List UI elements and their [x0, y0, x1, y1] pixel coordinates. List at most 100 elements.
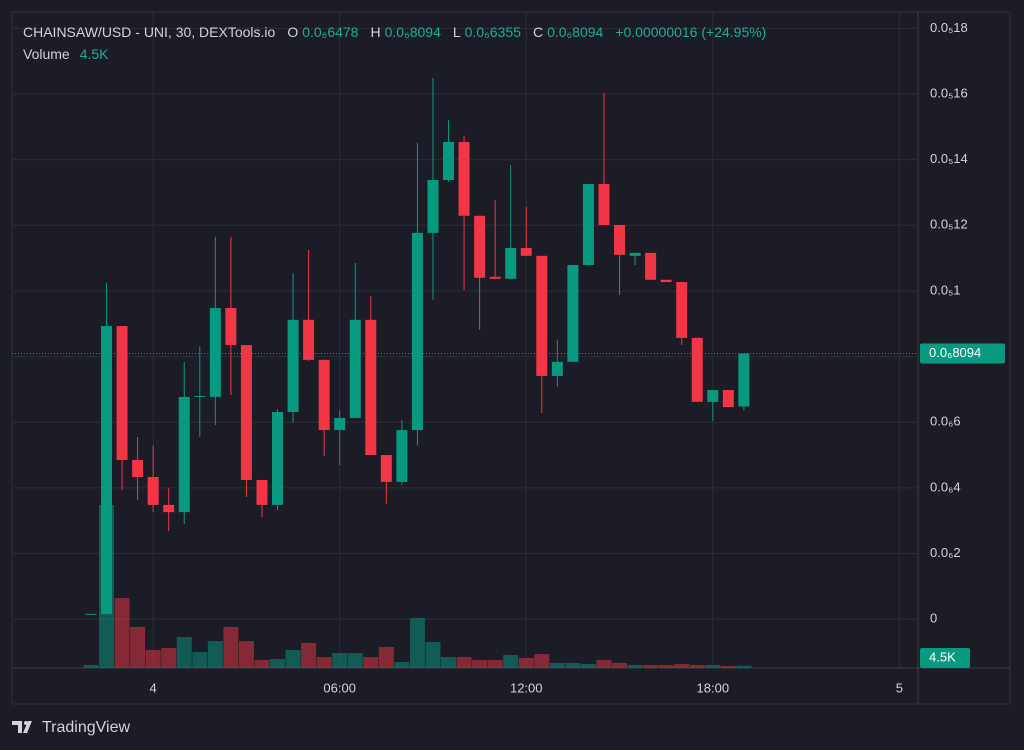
- volume-bar: [674, 664, 690, 668]
- ohlc-key: C: [532, 24, 544, 40]
- candle-body: [365, 319, 377, 456]
- volume-bar: [192, 652, 208, 668]
- ohlc-key: H: [370, 24, 381, 40]
- volume-bar: [487, 660, 503, 668]
- volume-bar: [409, 618, 425, 668]
- candle-body: [458, 141, 470, 216]
- volume-bar: [565, 663, 581, 668]
- y-tick-label: 0.0₅18: [930, 20, 968, 35]
- candle-body: [598, 183, 610, 225]
- volume-bar: [161, 648, 177, 668]
- volume-bar: [518, 658, 534, 668]
- volume-value: 4.5K: [79, 46, 109, 62]
- y-tick-label: 0.0₅14: [930, 151, 968, 166]
- y-tick-label: 0.0₅12: [930, 217, 968, 232]
- last-price-label: 0.0₆8094: [929, 345, 981, 360]
- ohlc-value: 0.0₆6355: [464, 24, 521, 40]
- volume-bar: [534, 654, 550, 668]
- candle-body: [614, 224, 626, 255]
- candle-body: [489, 276, 501, 279]
- volume-bar: [114, 598, 130, 668]
- candle-body: [411, 232, 423, 431]
- volume-bar: [689, 665, 705, 668]
- candle-body: [380, 455, 392, 482]
- candle-body: [101, 326, 113, 615]
- volume-bar: [270, 659, 286, 668]
- candle-body: [396, 430, 408, 482]
- ohlc-key: L: [452, 24, 461, 40]
- ohlc-value: 0.0₆6478: [302, 24, 359, 40]
- candle-body: [629, 252, 641, 256]
- volume-bar: [441, 657, 457, 668]
- y-tick-label: 0.0₆4: [930, 479, 961, 494]
- candle-body: [443, 141, 455, 181]
- volume-bar: [223, 627, 239, 668]
- candle-body: [505, 247, 517, 279]
- candle-body: [427, 180, 439, 233]
- volume-bar: [332, 653, 348, 668]
- ohlc-key: O: [287, 24, 299, 40]
- volume-bar: [83, 665, 99, 668]
- candle-body: [303, 319, 315, 360]
- volume-bar: [503, 655, 519, 668]
- candle-body: [209, 308, 221, 397]
- volume-bar: [238, 641, 254, 668]
- candle-body: [520, 247, 532, 256]
- ohlc-value: 0.0₆8094: [547, 24, 604, 40]
- candle-body: [225, 308, 237, 346]
- y-tick-label: 0: [930, 611, 937, 626]
- candle-body: [318, 359, 330, 431]
- volume-bar: [720, 666, 736, 668]
- volume-bar: [176, 637, 192, 668]
- candle-body: [272, 412, 284, 505]
- candle-body: [707, 390, 719, 402]
- candle-body: [722, 390, 734, 408]
- volume-bar: [425, 642, 441, 668]
- title: CHAINSAW/USD - UNI, 30, DEXTools.io: [23, 24, 276, 40]
- volume-bar: [736, 665, 752, 668]
- volume-bar: [580, 664, 596, 668]
- volume-bar: [301, 643, 317, 668]
- volume-bar: [658, 665, 674, 668]
- volume-bar: [378, 647, 394, 668]
- candle-body: [194, 395, 206, 397]
- candle-body: [582, 183, 594, 266]
- candle-body: [536, 255, 548, 376]
- volume-bar: [207, 641, 223, 668]
- volume-tag-label: 4.5K: [929, 649, 956, 664]
- candle-body: [738, 353, 750, 407]
- volume-bar: [347, 653, 363, 668]
- x-tick-label: 5: [896, 680, 903, 695]
- volume-tag: [920, 648, 970, 668]
- volume-bar: [472, 660, 488, 668]
- frame: [11, 11, 1011, 705]
- candle-body: [240, 345, 252, 480]
- ohlc-value: 0.0₆8094: [384, 24, 441, 40]
- volume-title: Volume: [23, 46, 70, 62]
- y-tick-label: 0.0₆6: [930, 414, 961, 429]
- y-tick-label: 0.0₆2: [930, 545, 961, 560]
- volume-bar: [285, 650, 301, 668]
- candle-body: [116, 326, 128, 460]
- candle-body: [132, 459, 144, 478]
- volume-bar: [145, 650, 161, 668]
- x-tick-label: 4: [150, 680, 157, 695]
- y-tick-label: 0.0₅16: [930, 85, 968, 100]
- volume-bar: [612, 663, 628, 668]
- candle-body: [551, 361, 563, 376]
- volume-bar: [394, 662, 410, 668]
- volume-legend: Volume 4.5K: [23, 46, 109, 62]
- volume-bar: [130, 627, 146, 668]
- brand-logo: [12, 721, 32, 733]
- candle-body: [287, 319, 299, 413]
- candle-body: [645, 252, 657, 280]
- candle-body: [334, 417, 346, 431]
- y-tick-label: 0.0₅1: [930, 282, 961, 297]
- candle-body: [147, 477, 159, 505]
- candle-body: [163, 504, 175, 513]
- x-tick-label: 18:00: [697, 680, 730, 695]
- candle-body: [178, 396, 190, 513]
- candle-body: [256, 479, 268, 505]
